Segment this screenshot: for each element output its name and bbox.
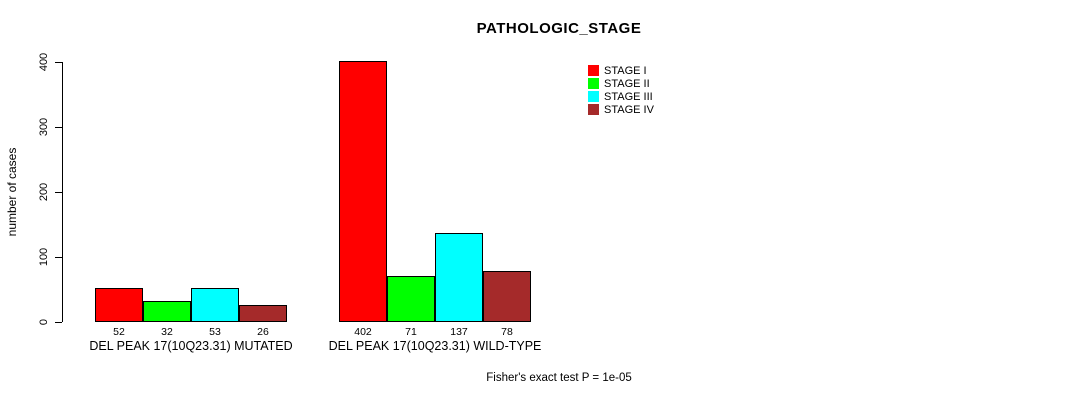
y-tick-label-text: 400 xyxy=(38,52,50,72)
bar xyxy=(339,60,387,322)
y-axis-title-text: number of cases xyxy=(5,147,19,237)
bar-value-label: 32 xyxy=(161,326,173,338)
legend-item: STAGE IV xyxy=(588,103,654,116)
bar-value-label: 137 xyxy=(450,326,468,338)
legend-label: STAGE III xyxy=(604,90,653,103)
bar-value-label: 402 xyxy=(354,326,372,338)
bar xyxy=(483,271,531,322)
legend-swatch xyxy=(588,65,599,76)
bar-value-label: 52 xyxy=(113,326,125,338)
bar-value-label: 78 xyxy=(501,326,513,338)
legend-label: STAGE IV xyxy=(604,103,654,116)
bar-value-label: 26 xyxy=(257,326,269,338)
y-tick xyxy=(55,322,62,323)
legend-item: STAGE II xyxy=(588,77,654,90)
y-tick xyxy=(55,62,62,63)
y-tick-label-text: 100 xyxy=(38,247,50,267)
group-label: DEL PEAK 17(10Q23.31) WILD-TYPE xyxy=(328,339,542,353)
bar xyxy=(143,301,191,322)
legend-swatch xyxy=(588,78,599,89)
group-label: DEL PEAK 17(10Q23.31) MUTATED xyxy=(89,339,293,353)
legend-item: STAGE III xyxy=(588,90,654,103)
bar xyxy=(191,287,239,322)
bar xyxy=(387,275,435,322)
chart-title: PATHOLOGIC_STAGE xyxy=(476,20,642,37)
y-tick xyxy=(55,257,62,258)
bar xyxy=(95,288,143,322)
bar xyxy=(239,305,287,322)
legend-label: STAGE I xyxy=(604,64,647,77)
y-axis-line xyxy=(62,62,63,322)
legend-label: STAGE II xyxy=(604,77,650,90)
y-tick-label-text: 200 xyxy=(38,182,50,202)
y-tick xyxy=(55,192,62,193)
y-tick-label-text: 300 xyxy=(38,117,50,137)
legend-swatch xyxy=(588,91,599,102)
bar xyxy=(435,232,483,322)
bar-value-label: 53 xyxy=(209,326,221,338)
legend-swatch xyxy=(588,104,599,115)
y-tick xyxy=(55,127,62,128)
footer-note: Fisher's exact test P = 1e-05 xyxy=(486,372,632,384)
legend-item: STAGE I xyxy=(588,64,654,77)
legend: STAGE I STAGE II STAGE III STAGE IV xyxy=(588,64,654,116)
bar-value-label: 71 xyxy=(405,326,417,338)
y-tick-label-text: 0 xyxy=(38,318,50,326)
